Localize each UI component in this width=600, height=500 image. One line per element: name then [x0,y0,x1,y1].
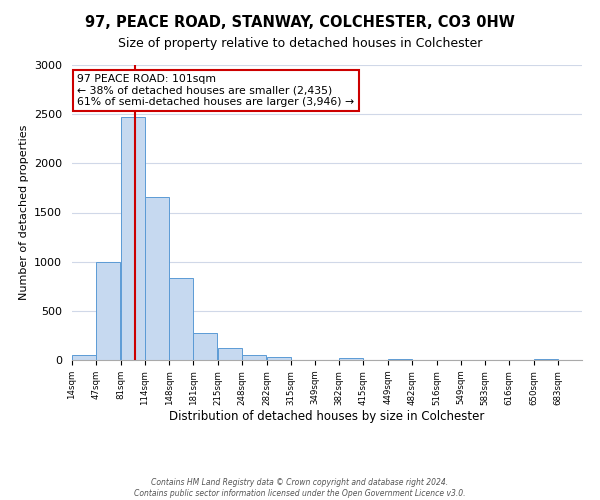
Bar [193,334,217,360]
Bar [121,117,145,360]
Bar [534,358,558,360]
Bar [267,357,290,360]
Bar [72,355,96,360]
Bar [340,358,364,360]
Bar [169,278,193,360]
Text: 97, PEACE ROAD, STANWAY, COLCHESTER, CO3 0HW: 97, PEACE ROAD, STANWAY, COLCHESTER, CO3… [85,15,515,30]
X-axis label: Distribution of detached houses by size in Colchester: Distribution of detached houses by size … [169,410,485,423]
Bar [96,262,120,360]
Text: Size of property relative to detached houses in Colchester: Size of property relative to detached ho… [118,38,482,51]
Text: Contains HM Land Registry data © Crown copyright and database right 2024.
Contai: Contains HM Land Registry data © Crown c… [134,478,466,498]
Text: 97 PEACE ROAD: 101sqm
← 38% of detached houses are smaller (2,435)
61% of semi-d: 97 PEACE ROAD: 101sqm ← 38% of detached … [77,74,354,107]
Bar [218,348,242,360]
Y-axis label: Number of detached properties: Number of detached properties [19,125,29,300]
Bar [388,359,412,360]
Bar [145,197,169,360]
Bar [242,354,266,360]
